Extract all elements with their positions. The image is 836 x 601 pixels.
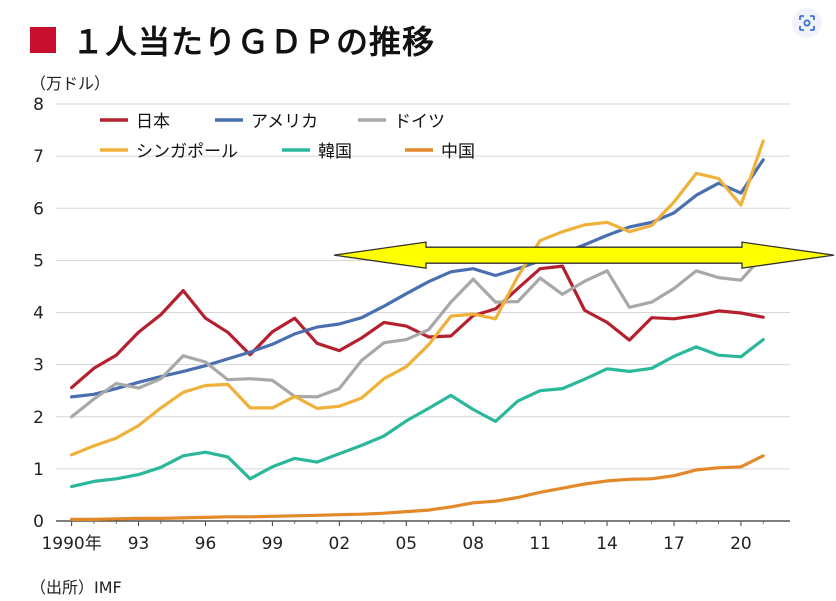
axes: 0 1 2 3 4 5 6 7 8 1990年 93 96 99 02 05 08 11 14 17 20 [33, 95, 764, 554]
chart-title: １人当たりＧＤＰの推移 [72, 23, 436, 61]
series-line-3 [69, 139, 765, 457]
scan-icon [799, 15, 815, 31]
legend-label: アメリカ [251, 112, 318, 132]
y-tick-label: 2 [33, 408, 44, 428]
y-tick-label: 4 [33, 304, 44, 324]
y-axis-unit-label: （万ドル） [30, 74, 111, 93]
annotation-arrow [333, 241, 835, 269]
x-tick-label: 93 [128, 534, 150, 554]
x-tick-label: 14 [596, 534, 618, 554]
y-tick-label: 8 [33, 95, 44, 115]
source-label: （出所）IMF [30, 578, 122, 597]
x-tick-label: 11 [529, 534, 551, 554]
x-tick-label: 17 [663, 534, 685, 554]
title-block: １人当たりＧＤＰの推移 [30, 18, 435, 62]
legend-label: ドイツ [394, 112, 445, 132]
series-line-2 [69, 253, 765, 419]
legend-label: 日本 [136, 112, 170, 132]
x-tick-label: 1990年 [41, 534, 101, 554]
series-line-0 [69, 264, 765, 390]
double-arrow-shape [333, 241, 835, 269]
y-tick-label: 0 [33, 512, 44, 532]
series-lines [69, 139, 765, 522]
gridlines [56, 103, 790, 522]
series-line-5 [69, 454, 765, 522]
series-line-1 [69, 158, 765, 399]
legend-label: 韓国 [318, 142, 352, 162]
legend-label: 中国 [441, 142, 475, 162]
title-square-icon [30, 27, 56, 53]
legend-label: シンガポール [136, 142, 238, 162]
y-tick-label: 3 [33, 356, 44, 376]
y-tick-label: 1 [33, 460, 44, 480]
y-tick-label: 5 [33, 251, 44, 271]
y-tick-label: 7 [33, 147, 44, 167]
x-tick-label: 08 [462, 534, 484, 554]
x-tick-label: 02 [329, 534, 351, 554]
x-tick-label: 05 [395, 534, 417, 554]
x-tick-label: 20 [730, 534, 752, 554]
x-tick-label: 99 [262, 534, 284, 554]
series-line-4 [69, 338, 765, 489]
y-tick-label: 6 [33, 199, 44, 219]
image-search-button[interactable] [792, 8, 822, 38]
x-tick-label: 96 [195, 534, 217, 554]
